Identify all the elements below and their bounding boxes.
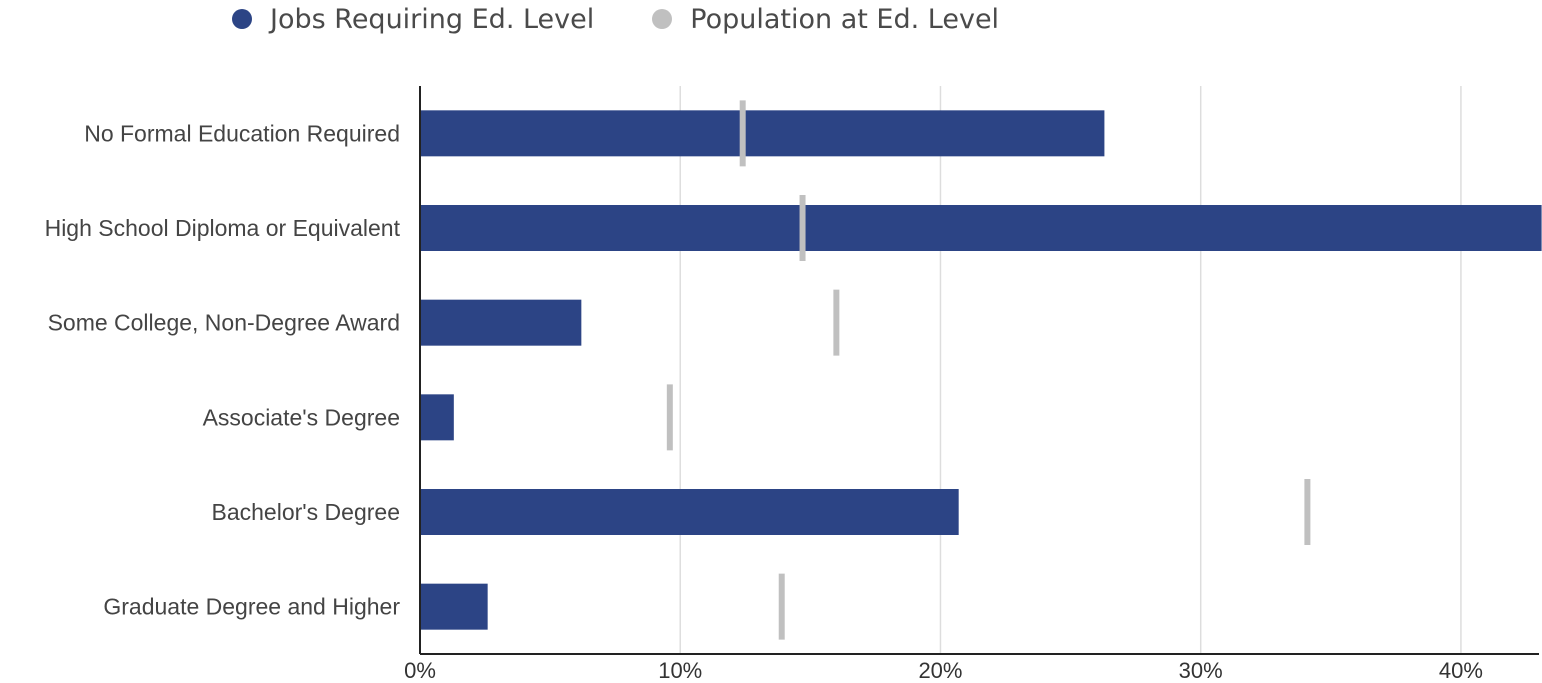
jobs-bar[interactable] xyxy=(420,489,959,535)
category-label: Associate's Degree xyxy=(203,404,400,430)
category-label: No Formal Education Required xyxy=(84,120,400,146)
jobs-bar[interactable] xyxy=(420,299,582,346)
legend-item-jobs[interactable]: Jobs Requiring Ed. Level xyxy=(232,4,594,35)
chart-legend: Jobs Requiring Ed. Level Population at E… xyxy=(232,0,999,38)
jobs-bar[interactable] xyxy=(420,110,1105,157)
legend-label-population: Population at Ed. Level xyxy=(690,3,1000,35)
legend-item-population[interactable]: Population at Ed. Level xyxy=(652,4,999,35)
legend-marker-population xyxy=(652,9,673,29)
x-tick-label: 40% xyxy=(1439,658,1483,683)
jobs-bar[interactable] xyxy=(420,583,488,630)
x-tick-label: 10% xyxy=(658,658,702,683)
x-tick-label: 0% xyxy=(404,658,436,683)
legend-label-jobs: Jobs Requiring Ed. Level xyxy=(270,3,595,35)
category-label: High School Diploma or Equivalent xyxy=(45,215,401,241)
category-label: Graduate Degree and Higher xyxy=(103,594,400,620)
category-label: Bachelor's Degree xyxy=(212,499,401,525)
jobs-bar[interactable] xyxy=(420,205,1542,251)
legend-marker-jobs xyxy=(232,9,252,29)
category-label: Some College, Non-Degree Award xyxy=(48,310,400,336)
jobs-bar[interactable] xyxy=(420,394,454,441)
x-tick-label: 20% xyxy=(918,658,962,683)
x-tick-label: 30% xyxy=(1179,658,1223,683)
